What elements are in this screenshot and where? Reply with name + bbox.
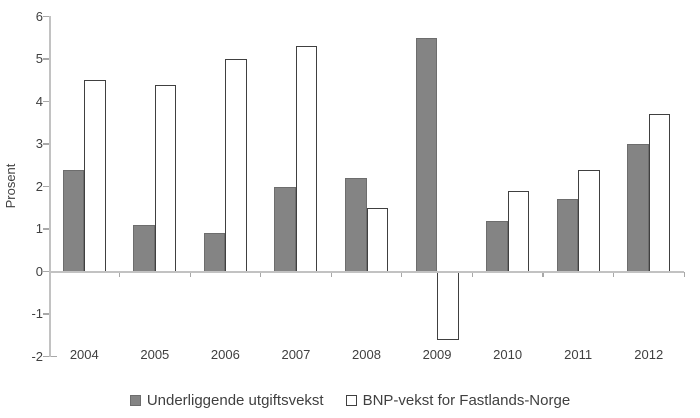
y-tick [42, 270, 49, 273]
bar-2006-s1 [225, 59, 247, 272]
x-tick [471, 272, 474, 277]
bar-2012-s1 [648, 114, 671, 272]
x-tick [119, 272, 121, 277]
y-tick [42, 185, 49, 188]
y-tick-label: 5 [35, 51, 43, 66]
x-tick-label: 2005 [140, 347, 170, 362]
legend: Underliggende utgiftsvekst BNP-vekst for… [0, 392, 700, 409]
x-tick [612, 272, 615, 277]
x-tick [330, 272, 332, 277]
bar-2006-s0 [203, 233, 226, 272]
bar-2004-s0 [62, 169, 85, 272]
y-tick-label: -2 [31, 348, 43, 364]
y-tick [42, 100, 49, 103]
bar-2012-s0 [627, 144, 649, 272]
y-tick-label: 0 [35, 263, 43, 279]
x-tick-label: 2004 [69, 347, 99, 362]
bar-2010-s0 [486, 220, 508, 272]
bar-2009-s1 [437, 271, 459, 340]
x-tick [260, 272, 262, 277]
bar-2005-s0 [133, 224, 155, 272]
bar-2004-s1 [84, 80, 106, 272]
bar-2011-s0 [556, 199, 579, 272]
bar-2005-s1 [154, 84, 177, 272]
bar-2008-s0 [345, 178, 367, 272]
y-tick [42, 15, 49, 18]
bar-2010-s1 [507, 190, 530, 272]
bar-2007-s0 [274, 186, 296, 272]
x-tick-label: 2010 [493, 347, 523, 362]
legend-swatch-outline-icon [345, 395, 357, 406]
y-tick [42, 228, 49, 230]
y-tick-label: -1 [31, 306, 43, 321]
y-tick-label: 1 [35, 221, 43, 236]
y-tick-label: 3 [35, 136, 43, 151]
x-tick-label: 2011 [564, 347, 593, 362]
y-tick-label: 2 [35, 178, 43, 194]
bar-2008-s1 [366, 207, 388, 272]
legend-item-underliggende: Underliggende utgiftsvekst [129, 392, 324, 409]
x-tick-label: 2008 [352, 347, 381, 362]
x-tick [542, 272, 544, 277]
y-tick [42, 143, 49, 145]
x-tick-label: 2012 [634, 347, 664, 362]
y-tick [42, 58, 49, 60]
x-tick [189, 272, 191, 277]
x-axis-line [49, 270, 684, 273]
y-tick [42, 313, 49, 315]
x-tick-label: 2006 [210, 347, 240, 362]
bar-2007-s1 [295, 46, 318, 272]
legend-item-bnp: BNP-vekst for Fastlands-Norge [345, 392, 571, 409]
x-tick [401, 272, 403, 277]
bar-2009-s0 [415, 37, 438, 272]
y-tick-label: 4 [35, 93, 43, 109]
x-tick-label: 2009 [422, 347, 452, 362]
bar-2011-s1 [578, 169, 600, 272]
y-axis-line [48, 15, 51, 357]
y-tick-label: 6 [35, 8, 43, 24]
x-tick [683, 272, 685, 277]
legend-label: Underliggende utgiftsvekst [146, 392, 324, 409]
legend-swatch-filled-icon [129, 395, 141, 406]
legend-label: BNP-vekst for Fastlands-Norge [362, 392, 571, 409]
y-tick [43, 355, 57, 358]
x-tick-label: 2007 [281, 347, 311, 362]
